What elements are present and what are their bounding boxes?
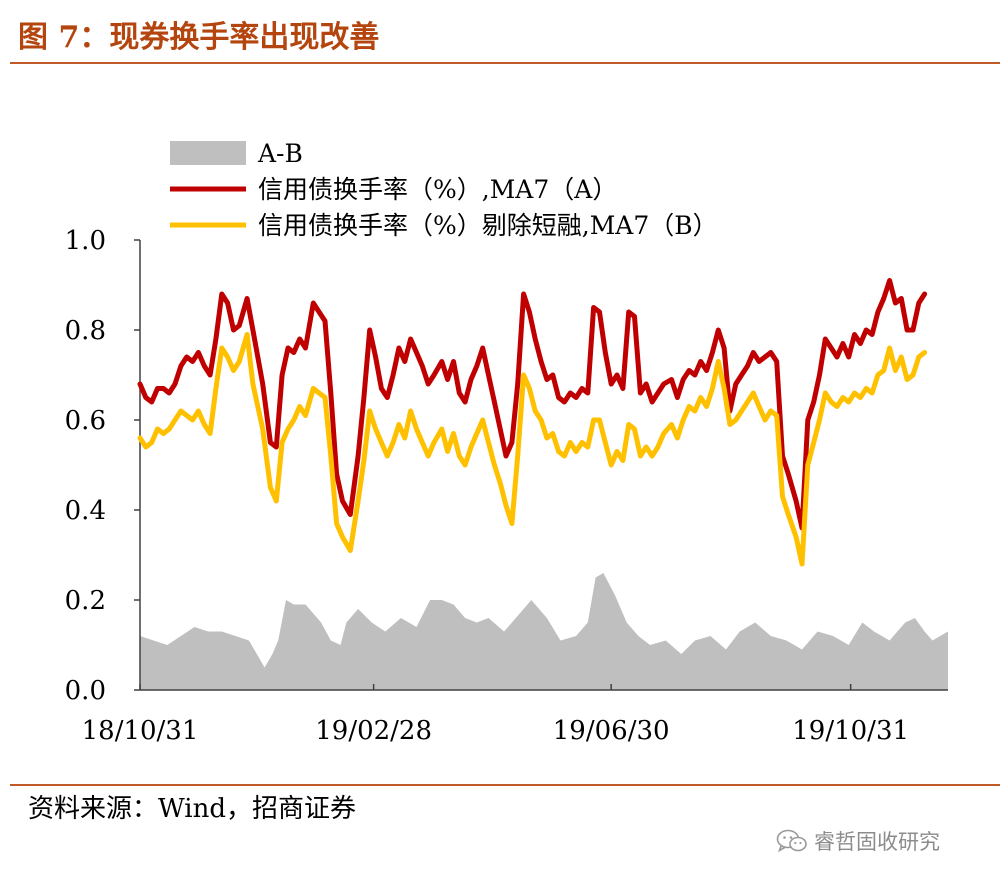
line-series-layer bbox=[137, 278, 928, 567]
title-rule bbox=[10, 62, 1000, 64]
x-tick-label: 18/10/31 bbox=[82, 716, 199, 746]
y-tick-label: 0.8 bbox=[65, 316, 106, 346]
area-series-layer bbox=[140, 573, 948, 690]
y-tick-label: 0.2 bbox=[65, 586, 106, 616]
legend: A-B 信用债换手率（%）,MA7（A） 信用债换手率（%）剔除短融,MA7（B） bbox=[170, 139, 718, 240]
wechat-icon bbox=[776, 829, 807, 853]
legend-swatch-ab bbox=[170, 141, 246, 165]
x-tick-label: 19/02/28 bbox=[315, 716, 432, 746]
series-line-b bbox=[137, 332, 928, 567]
source-note: 资料来源：Wind，招商证券 bbox=[28, 794, 356, 824]
x-tick-label: 19/06/30 bbox=[553, 716, 670, 746]
watermark-text: 睿哲固收研究 bbox=[814, 830, 940, 854]
legend-label: 信用债换手率（%）,MA7（A） bbox=[258, 175, 617, 204]
x-tick-label: 19/10/31 bbox=[792, 716, 909, 746]
y-tick-label: 0.0 bbox=[65, 676, 106, 706]
legend-label: 信用债换手率（%）剔除短融,MA7（B） bbox=[258, 211, 718, 240]
figure-title: 图 7：现券换手率出现改善 bbox=[18, 20, 380, 55]
y-tick-label: 0.6 bbox=[65, 406, 106, 436]
turnover-chart: 0.0 0.2 0.4 0.6 0.8 1.0 18/10/31 19/02/28 19/06/… bbox=[65, 139, 948, 746]
legend-label: A-B bbox=[257, 139, 303, 168]
watermark: 睿哲固收研究 bbox=[776, 826, 940, 856]
y-tick-label: 1.0 bbox=[65, 226, 106, 256]
series-line-a bbox=[137, 278, 928, 531]
source-rule bbox=[10, 784, 1000, 786]
y-tick-label: 0.4 bbox=[65, 496, 106, 526]
series-area-ab bbox=[140, 573, 948, 690]
axis-layer: 0.0 0.2 0.4 0.6 0.8 1.0 18/10/31 19/02/28 19/06/… bbox=[65, 226, 948, 746]
